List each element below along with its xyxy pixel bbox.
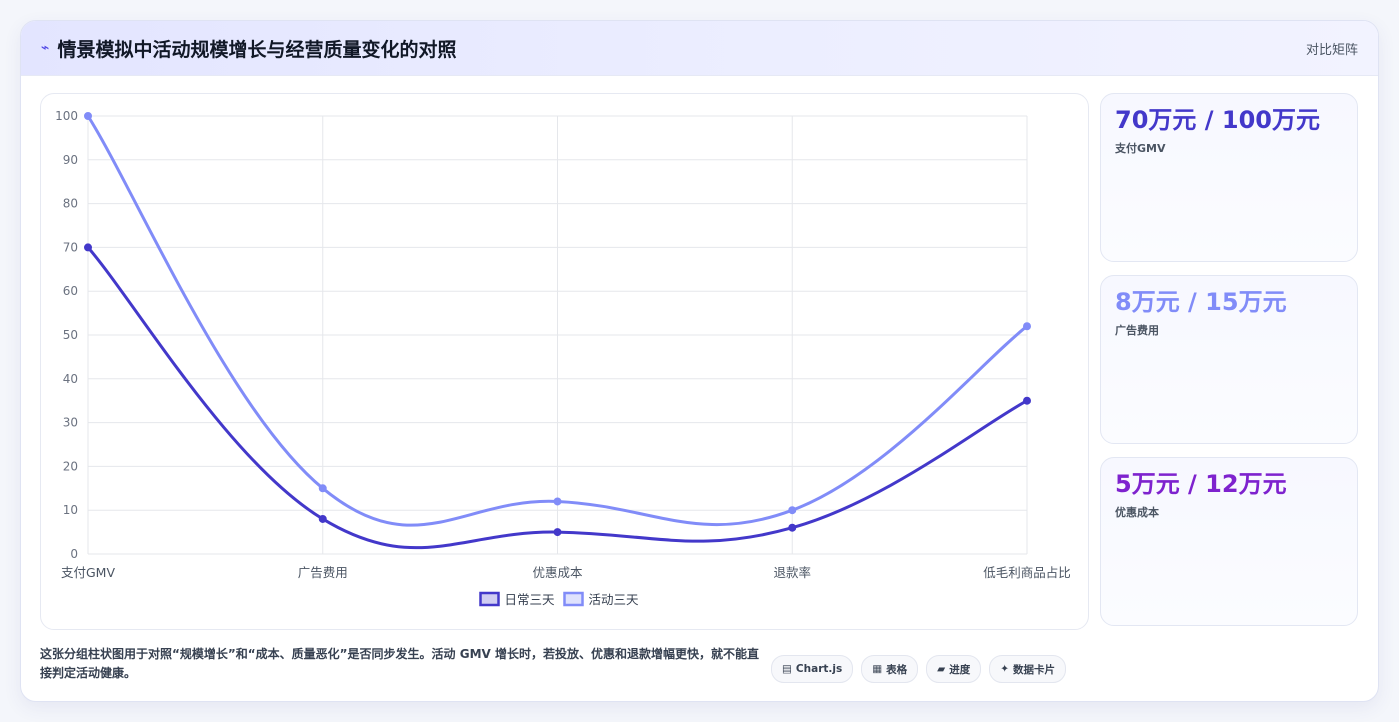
stat-card-ad-cost: 8万元 / 15万元 广告费用 xyxy=(1100,275,1358,444)
data-card-icon: ✦ xyxy=(1000,663,1010,675)
y-tick-label: 50 xyxy=(63,328,78,342)
data-point xyxy=(1023,396,1031,405)
y-tick-label: 70 xyxy=(63,240,78,254)
y-tick-label: 10 xyxy=(63,503,78,517)
chart-icon: ▤ xyxy=(782,663,792,675)
data-point xyxy=(553,528,562,537)
chip-chartjs[interactable]: ▤ Chart.js xyxy=(771,655,854,683)
x-tick-label: 支付GMV xyxy=(61,565,115,580)
y-tick-label: 100 xyxy=(55,109,78,123)
chart-note: 这张分组柱状图用于对照“规模增长”和“成本、质量恶化”是否同步发生。活动 GMV… xyxy=(40,647,759,680)
chip-label: 进度 xyxy=(949,663,971,676)
trend-icon: ⌁ xyxy=(41,40,50,56)
stat-card-gmv: 70万元 / 100万元 支付GMV xyxy=(1100,93,1358,262)
chip-data-card[interactable]: ✦ 数据卡片 xyxy=(989,655,1067,683)
stat-value: 5万元 / 12万元 xyxy=(1115,470,1287,498)
progress-icon: ▰ xyxy=(937,663,946,675)
page-title: 情景模拟中活动规模增长与经营质量变化的对照 xyxy=(57,38,457,61)
stat-value: 8万元 / 15万元 xyxy=(1115,288,1287,316)
x-tick-label: 广告费用 xyxy=(298,565,348,580)
x-tick-label: 退款率 xyxy=(773,565,811,580)
y-tick-label: 80 xyxy=(63,197,78,211)
data-point xyxy=(553,497,562,506)
data-point xyxy=(788,523,797,532)
legend-label: 活动三天 xyxy=(589,592,640,607)
x-tick-label: 优惠成本 xyxy=(532,565,583,580)
table-icon: ▦ xyxy=(872,663,883,675)
stat-label: 广告费用 xyxy=(1115,324,1159,337)
data-point xyxy=(84,112,92,120)
line-chart: 0 10 20 30 40 50 60 70 80 90 100 支付GMV 广告费用 优惠成本 退款率 低毛… xyxy=(55,109,1071,607)
tech-chips: ▤ Chart.js ▦ 表格 ▰ 进度 ✦ 数据卡片 xyxy=(771,655,1067,683)
x-tick-label: 低毛利商品占比 xyxy=(983,565,1071,580)
y-tick-label: 90 xyxy=(63,153,78,167)
legend-swatch xyxy=(479,591,500,607)
stat-value: 70万元 / 100万元 xyxy=(1115,106,1320,134)
data-point xyxy=(318,484,327,493)
stat-label: 支付GMV xyxy=(1115,142,1166,155)
series-line xyxy=(86,115,1028,527)
data-point xyxy=(1023,322,1031,331)
chip-progress[interactable]: ▰ 进度 xyxy=(926,655,982,683)
data-point xyxy=(788,506,797,515)
legend-swatch xyxy=(563,591,584,607)
stat-label: 优惠成本 xyxy=(1115,506,1159,519)
chip-table[interactable]: ▦ 表格 xyxy=(861,655,919,683)
main-card: ⌁ 情景模拟中活动规模增长与经营质量变化的对照 对比矩阵 0 10 20 30 40 50… xyxy=(20,20,1379,702)
chip-label: Chart.js xyxy=(795,663,843,675)
data-point xyxy=(84,243,92,252)
compare-matrix-link[interactable]: 对比矩阵 xyxy=(1305,42,1358,58)
chip-label: 数据卡片 xyxy=(1013,663,1056,676)
chip-label: 表格 xyxy=(886,663,908,676)
card-header: ⌁ 情景模拟中活动规模增长与经营质量变化的对照 对比矩阵 xyxy=(21,21,1378,76)
stat-card-discount-cost: 5万元 / 12万元 优惠成本 xyxy=(1100,457,1358,626)
y-tick-label: 20 xyxy=(63,459,78,473)
chart-panel: 0 10 20 30 40 50 60 70 80 90 100 支付GMV 广告费用 优惠成本 退款率 低毛… xyxy=(40,93,1089,630)
y-tick-label: 0 xyxy=(70,547,78,561)
y-tick-label: 30 xyxy=(63,416,78,430)
series-line xyxy=(86,246,1028,550)
y-tick-label: 40 xyxy=(63,372,78,386)
data-point xyxy=(318,514,327,523)
y-tick-label: 60 xyxy=(63,284,78,298)
legend-label: 日常三天 xyxy=(505,592,556,607)
